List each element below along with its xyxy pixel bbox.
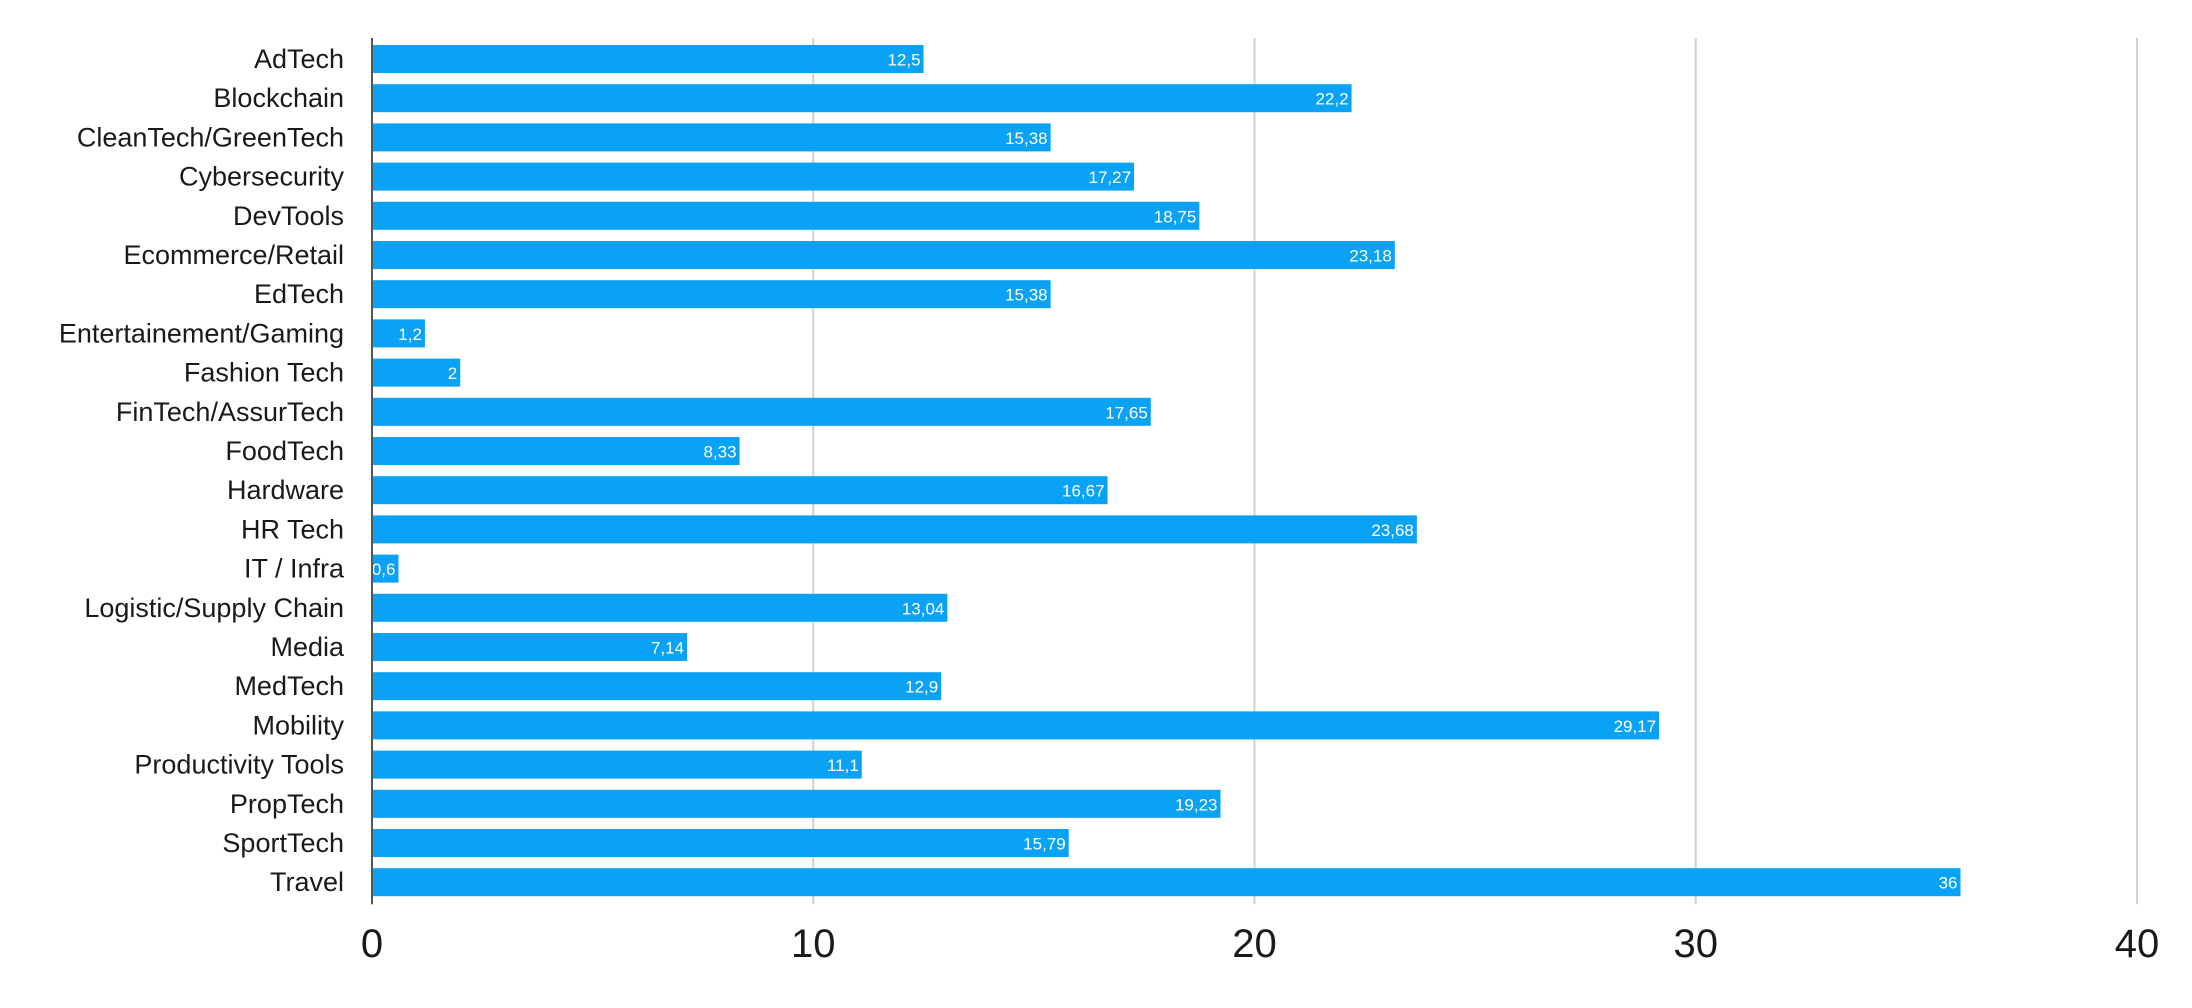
category-labels: AdTech Blockchain CleanTech/GreenTech Cyber… [59, 44, 345, 897]
category-label: HR Tech [241, 514, 344, 544]
category-label: PropTech [230, 789, 344, 819]
category-label: FinTech/AssurTech [116, 397, 344, 427]
bar [372, 45, 924, 73]
category-label: Hardware [227, 475, 344, 505]
category-label: CleanTech/GreenTech [77, 122, 344, 152]
bar [372, 201, 1200, 230]
data-label: 15,79 [1023, 835, 1066, 854]
data-label: 15,38 [1005, 129, 1048, 148]
bar [372, 123, 1051, 152]
data-labels: 12,5 22,2 15,38 17,27 18,75 23,18 15,38 1,2 2 17,… [372, 51, 1958, 893]
data-label: 22,2 [1315, 90, 1348, 109]
data-label: 23,68 [1371, 521, 1414, 540]
bar [372, 280, 1051, 309]
data-label: 17,27 [1088, 168, 1131, 187]
category-label: SportTech [222, 828, 344, 858]
category-label: Mobility [252, 710, 344, 740]
bar [372, 672, 942, 701]
bar [372, 241, 1395, 269]
category-label: FoodTech [225, 436, 344, 466]
category-label: Entertainement/Gaming [59, 318, 344, 348]
data-label: 18,75 [1154, 207, 1197, 226]
data-label: 16,67 [1062, 482, 1105, 501]
category-label: Productivity Tools [134, 750, 344, 780]
bar [372, 162, 1135, 191]
category-label: Cybersecurity [179, 162, 345, 192]
data-label: 36 [1939, 874, 1958, 893]
bar [372, 358, 461, 387]
data-label: 29,17 [1614, 717, 1657, 736]
data-label: 7,14 [651, 639, 684, 658]
data-label: 13,04 [902, 599, 945, 618]
x-tick-label: 0 [361, 922, 383, 966]
bar [372, 829, 1069, 857]
bar [372, 868, 1961, 897]
data-label: 8,33 [703, 443, 736, 462]
bar [372, 437, 740, 465]
bar [372, 397, 1151, 426]
bar [372, 319, 425, 348]
bar [372, 789, 1221, 818]
category-label: IT / Infra [244, 554, 345, 584]
category-label: EdTech [254, 279, 344, 309]
data-label: 11,1 [827, 756, 859, 775]
category-label: AdTech [254, 44, 344, 74]
bar [372, 84, 1352, 113]
x-axis-ticks: 0 10 20 30 40 [361, 922, 2159, 966]
data-label: 19,23 [1175, 795, 1218, 814]
x-tick-label: 20 [1232, 922, 1277, 966]
category-label: Travel [270, 867, 344, 897]
bars [372, 45, 1961, 897]
data-label: 15,38 [1005, 286, 1048, 305]
bar [372, 711, 1660, 740]
category-label: DevTools [233, 201, 344, 231]
data-label: 1,2 [398, 325, 422, 344]
data-label: 2 [448, 364, 457, 383]
x-tick-label: 30 [1674, 922, 1719, 966]
category-label: Blockchain [213, 83, 344, 113]
data-label: 17,65 [1105, 403, 1148, 422]
x-tick-label: 10 [791, 922, 836, 966]
category-label: Media [270, 632, 345, 662]
bar [372, 633, 688, 661]
bar [372, 515, 1417, 544]
bar [372, 554, 399, 583]
data-label: 12,5 [887, 51, 920, 70]
category-label: Logistic/Supply Chain [84, 593, 344, 623]
bar [372, 593, 948, 622]
data-label: 12,9 [905, 678, 938, 697]
x-tick-label: 40 [2115, 922, 2160, 966]
bar [372, 476, 1108, 505]
category-label: MedTech [234, 671, 344, 701]
data-label: 0,6 [372, 560, 396, 579]
data-label: 23,18 [1349, 247, 1392, 266]
bar [372, 750, 862, 779]
category-label: Ecommerce/Retail [123, 240, 344, 270]
category-label: Fashion Tech [184, 358, 344, 388]
